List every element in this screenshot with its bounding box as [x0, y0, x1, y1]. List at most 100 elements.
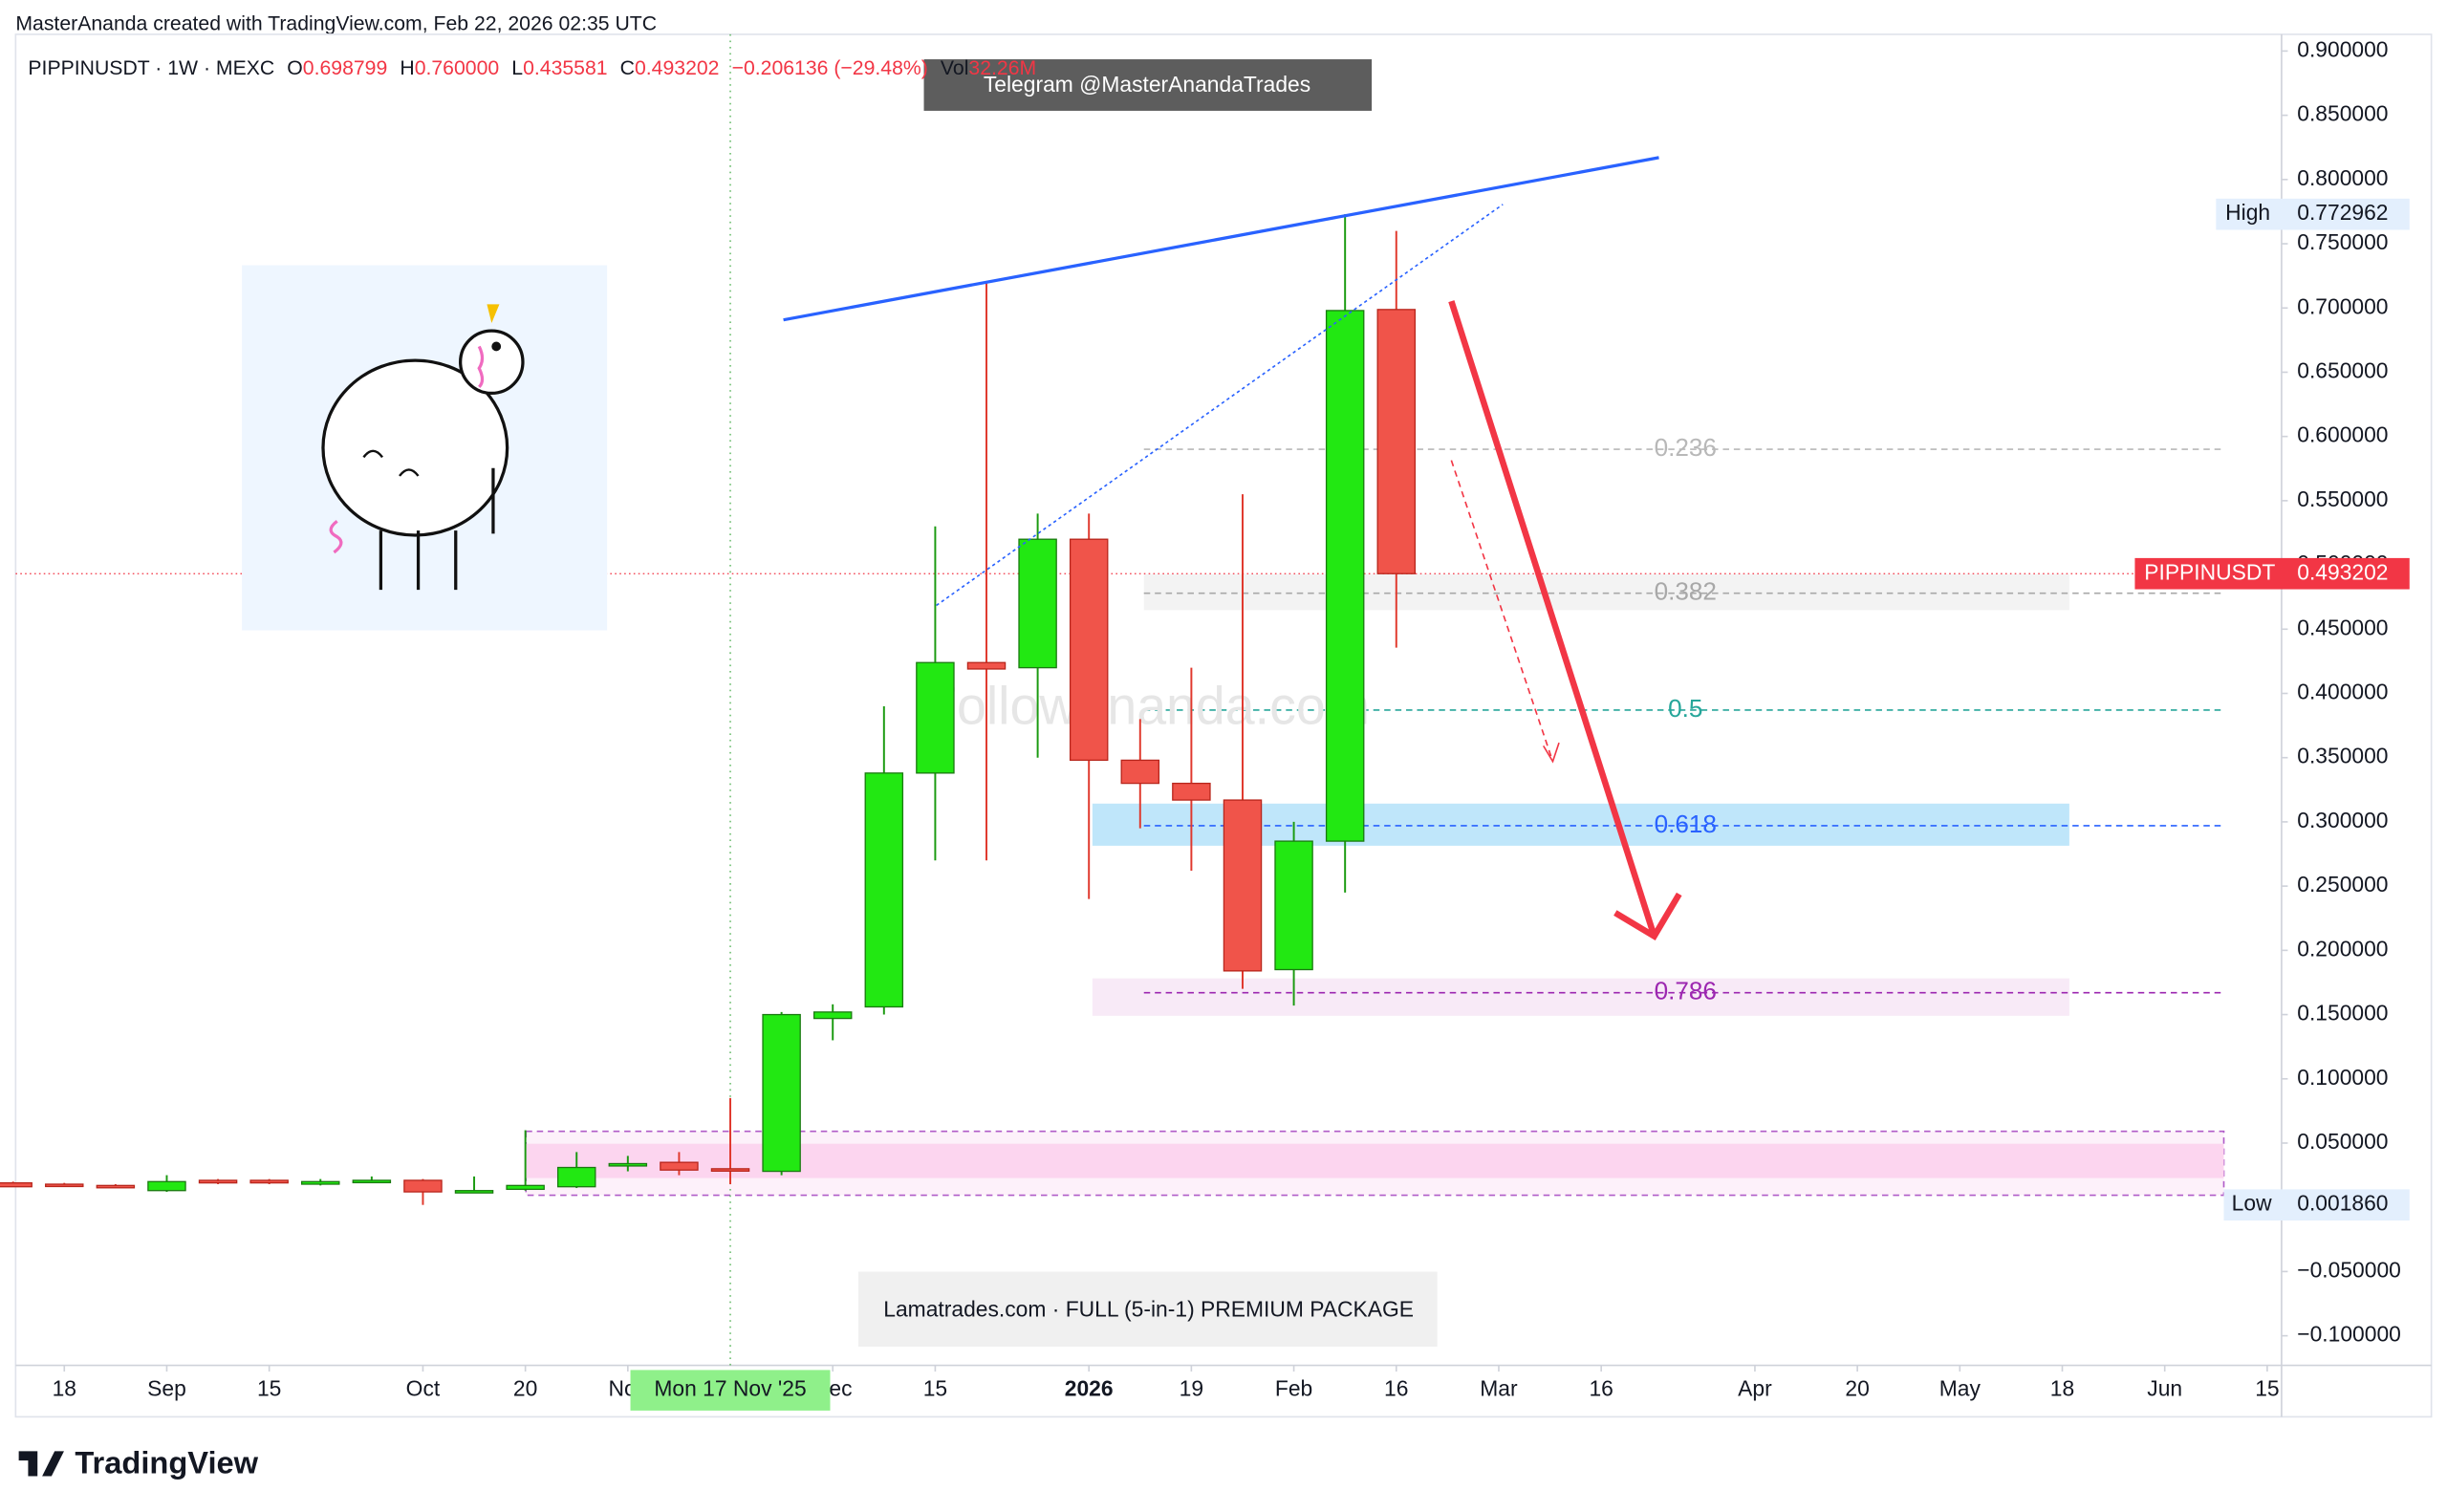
x-tick-label: 15	[2255, 1376, 2279, 1401]
x-tick-label: Apr	[1738, 1376, 1772, 1401]
telegram-bg	[923, 59, 1373, 111]
arrow-head	[1613, 892, 1682, 941]
change: −0.206136 (−29.48%)	[732, 56, 928, 78]
y-tick-label: 0.150000	[2297, 1001, 2388, 1026]
mascot-face	[362, 449, 420, 477]
y-tick-label: 0.600000	[2297, 422, 2388, 447]
header: MasterAnanda created with TradingView.co…	[15, 13, 657, 35]
candle-body	[1069, 538, 1109, 762]
mascot-tail	[329, 519, 343, 554]
y-tick-label: 0.450000	[2297, 615, 2388, 639]
banner-text: Lamatrades.com · FULL (5-in-1) PREMIUM P…	[883, 1296, 1414, 1321]
x-tick-label: 16	[1589, 1376, 1613, 1401]
volume-value: 32.26M	[968, 56, 1036, 78]
candle-body	[762, 1013, 801, 1173]
crosshair-label: Mon 17 Nov '25	[654, 1376, 806, 1401]
ohlc-key: L	[511, 56, 523, 78]
x-tick-label: Jun	[2147, 1376, 2182, 1401]
candle-body	[96, 1184, 136, 1189]
mascot-eye	[491, 341, 502, 352]
crosshair-label-bg	[630, 1370, 831, 1411]
candle-body	[249, 1179, 289, 1184]
y-tick-label: 0.050000	[2297, 1129, 2388, 1154]
base-zone-fill	[526, 1143, 2224, 1178]
x-tick-label: 20	[1845, 1376, 1869, 1401]
candle-body	[1274, 840, 1313, 971]
y-tick-label: 0.900000	[2297, 36, 2388, 61]
candle-body	[198, 1179, 238, 1184]
arrow	[1448, 300, 1657, 938]
high-tag-bg	[2216, 198, 2410, 230]
volume-key: Vol	[941, 56, 969, 78]
price-tag-value: 0.493202	[2297, 559, 2388, 584]
telegram-box: Telegram @MasterAnandaTrades	[923, 59, 1373, 111]
telegram-text: Telegram @MasterAnandaTrades	[984, 72, 1310, 97]
y-tick-label: 0.100000	[2297, 1065, 2388, 1090]
candle-body	[864, 772, 904, 1008]
candle-body	[403, 1179, 443, 1193]
ohlc-key: O	[287, 56, 303, 78]
candle-body	[1376, 309, 1417, 574]
x-tick-label: 18	[53, 1376, 76, 1401]
y-tick-label: 0.650000	[2297, 357, 2388, 382]
candle-body	[1120, 759, 1160, 785]
x-tick-label: 18	[2050, 1376, 2074, 1401]
x-tick-label: 15	[923, 1376, 947, 1401]
x-tick-label: 20	[513, 1376, 537, 1401]
trendline	[783, 156, 1659, 322]
grid: 0.236 0.382 0.5 0.618 0.786	[15, 33, 2282, 1366]
logo: TradingView	[18, 1445, 259, 1480]
candle-body	[0, 1182, 32, 1188]
logo-text: TradingView	[75, 1445, 258, 1480]
axes: 0.900000 0.850000 0.800000 0.750000 0.700000…	[53, 36, 2410, 1411]
candle-body	[710, 1168, 750, 1172]
y-tick-label: 0.300000	[2297, 808, 2388, 832]
y-tick-label: 0.750000	[2297, 229, 2388, 254]
x-tick-label: 19	[1180, 1376, 1203, 1401]
banner-box: Lamatrades.com · FULL (5-in-1) PREMIUM P…	[857, 1271, 1438, 1347]
mascot-hair	[477, 345, 485, 389]
mascot-hat	[487, 304, 500, 323]
candle-body	[506, 1184, 545, 1191]
low-tag-bg	[2223, 1189, 2410, 1221]
high-tag-value: 0.772962	[2297, 200, 2388, 225]
candle-body	[454, 1190, 494, 1194]
fib-label: 0.618	[1655, 810, 1717, 838]
price-tag-bg	[2134, 557, 2410, 590]
pane-border	[14, 33, 2433, 1418]
ohlc-key: C	[620, 56, 635, 78]
y-tick-label: 0.400000	[2297, 680, 2388, 704]
x-tick-label: 16	[1384, 1376, 1408, 1401]
x-tick-label: Feb	[1275, 1376, 1312, 1401]
y-tick-label: −0.050000	[2297, 1257, 2401, 1282]
fib-label: 0.786	[1655, 977, 1717, 1005]
mascot-body	[321, 358, 509, 537]
candles	[0, 214, 1417, 1205]
ohlc-value: 0.493202	[635, 56, 720, 78]
y-tick-label: 0.550000	[2297, 486, 2388, 511]
x-tick-label: 15	[257, 1376, 281, 1401]
x-tick-label: May	[1939, 1376, 1981, 1401]
logo-mark	[18, 1451, 64, 1477]
drawings	[783, 156, 1682, 941]
mascot-head	[459, 329, 525, 396]
mascot	[242, 265, 608, 631]
fib-zone	[1143, 573, 2069, 611]
price-tag-name: PIPPINUSDT	[2144, 559, 2275, 584]
candle-body	[1018, 538, 1057, 669]
symbol: PIPPINUSDT · 1W · MEXC	[28, 56, 274, 78]
banner-bg	[857, 1271, 1438, 1347]
candle-body	[352, 1179, 392, 1184]
candle-body	[966, 661, 1007, 670]
candle-body	[608, 1162, 648, 1167]
candle-body	[916, 661, 955, 774]
fib-label: 0.5	[1668, 694, 1702, 723]
y-tick-label: −0.100000	[2297, 1322, 2401, 1347]
ohlc-value: 0.760000	[415, 56, 500, 78]
fib-label: 0.236	[1655, 433, 1717, 462]
legend: PIPPINUSDT · 1W · MEXC O0.698799 H0.760000…	[28, 56, 1036, 78]
candle-body	[1325, 310, 1365, 842]
candle-body	[1172, 782, 1211, 801]
